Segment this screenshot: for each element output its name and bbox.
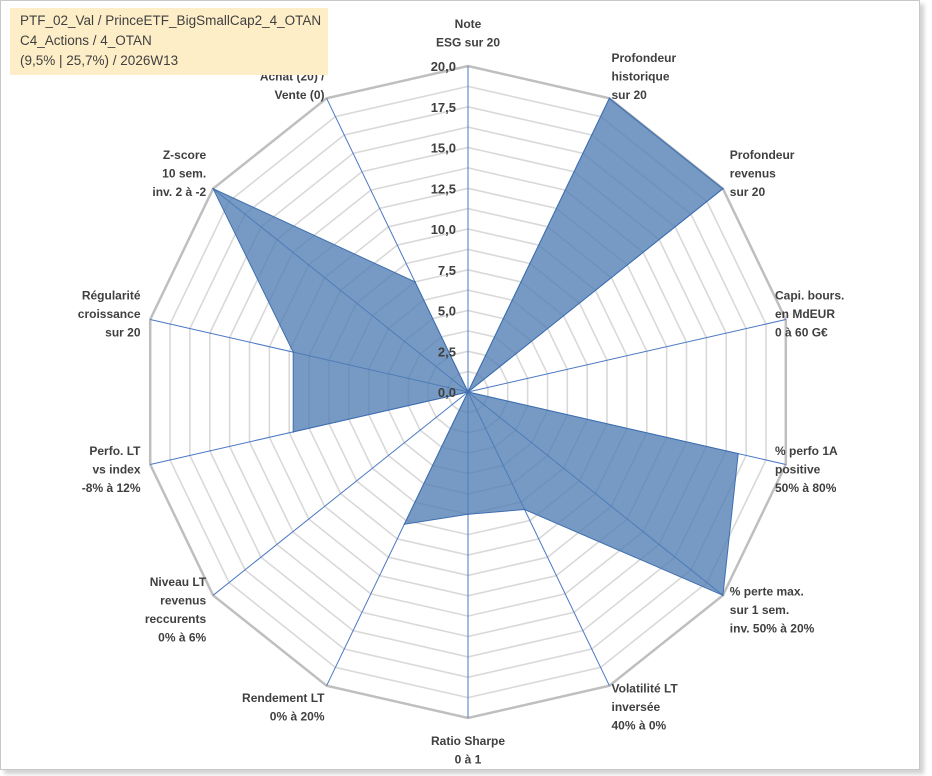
radar-tick-labels: 0,0 2,5 5,0 7,5 10,0 12,5 15,0 17,5 20,0	[431, 59, 456, 400]
axis-label-line: ESG sur 20	[436, 36, 500, 50]
axis-label-line: historique	[612, 69, 670, 83]
axis-label-line: 10 sem.	[162, 167, 206, 181]
series-point	[414, 281, 416, 283]
axis-label: Capi. bours. en MdEUR 0 à 60 G€	[775, 288, 844, 339]
tick-label: 5,0	[438, 304, 456, 319]
tick-label: 12,5	[431, 181, 456, 196]
axis-label-line: % perfo 1A	[775, 444, 838, 458]
tick-label: 20,0	[431, 59, 456, 74]
axis-label-line: inv. 50% à 20%	[730, 622, 815, 636]
axis-label-line: inv. 2 à -2	[152, 185, 206, 199]
tick-label: 2,5	[438, 344, 456, 359]
axis-label-line: revenus	[730, 167, 776, 181]
axis-label: Z-score 10 sem. inv. 2 à -2	[152, 148, 206, 199]
axis-label-line: Volatilité LT	[612, 682, 679, 696]
axis-spoke	[212, 391, 469, 596]
axis-label: Profondeur revenus sur 20	[730, 148, 795, 199]
radar-axis-labels: Note ESG sur 20 Profondeur historique sur 20…	[78, 17, 845, 767]
axis-label-line: Régularité	[82, 288, 141, 302]
axis-label: Volatilité LT inversée 40% à 0%	[612, 682, 679, 733]
series-point	[467, 391, 469, 393]
axis-label-line: sur 1 sem.	[730, 603, 789, 617]
axis-label-line: Perfo. LT	[89, 444, 141, 458]
tick-label: 17,5	[431, 100, 456, 115]
axis-label-line: Profondeur	[730, 148, 795, 162]
title-line-stats: (9,5% | 25,7%) / 2026W13	[20, 53, 179, 68]
axis-label-line: 0 à 60 G€	[775, 325, 828, 339]
axis-label-line: sur 20	[730, 185, 766, 199]
axis-label: Ratio Sharpe 0 à 1	[431, 734, 505, 767]
axis-label-line: Capi. bours.	[775, 288, 844, 302]
axis-label-line: Vente (0)	[274, 88, 324, 102]
axis-label: Note ESG sur 20	[436, 17, 500, 50]
title-line-portfolio: PTF_02_Val / PrinceETF_BigSmallCap2_4_OT…	[20, 13, 322, 28]
axis-label-line: positive	[775, 463, 821, 477]
axis-spoke	[467, 319, 786, 393]
axis-label: Régularité croissance sur 20	[78, 288, 141, 339]
axis-label-line: Note	[455, 17, 482, 31]
series-point	[722, 187, 724, 190]
axis-label-line: croissance	[78, 307, 141, 321]
title-line-category: C4_Actions / 4_OTAN	[20, 33, 152, 48]
axis-label-line: Z-score	[163, 148, 207, 162]
axis-label: % perfo 1A positive 50% à 80%	[775, 444, 838, 495]
axis-label-line: 50% à 80%	[775, 481, 837, 495]
tick-label: 10,0	[431, 222, 456, 237]
series-point	[292, 431, 295, 433]
series-point	[523, 508, 526, 511]
axis-label-line: Profondeur	[612, 51, 677, 65]
axis-label-line: Ratio Sharpe	[431, 734, 505, 748]
axis-label-line: 0 à 1	[455, 753, 482, 767]
axis-label: % perte max. sur 1 sem. inv. 50% à 20%	[730, 585, 815, 636]
axis-label-line: inversée	[612, 700, 661, 714]
axis-label-line: -8% à 12%	[82, 481, 141, 495]
series-point	[608, 97, 611, 100]
axis-label: Niveau LT revenus reccurents 0% à 6%	[145, 575, 207, 645]
radar-series	[212, 97, 739, 597]
chart-title-box: PTF_02_Val / PrinceETF_BigSmallCap2_4_OT…	[10, 8, 328, 75]
series-point	[722, 594, 724, 597]
series-point	[737, 452, 739, 455]
axis-label: Profondeur historique sur 20	[612, 51, 677, 102]
axis-label-line: 0% à 6%	[158, 631, 206, 645]
axis-label: Rendement LT 0% à 20%	[242, 691, 325, 724]
axis-label-line: vs index	[92, 463, 140, 477]
axis-label-line: Niveau LT	[150, 575, 207, 589]
axis-label-line: reccurents	[145, 612, 207, 626]
tick-label: 0,0	[438, 385, 456, 400]
series-point	[292, 351, 295, 353]
axis-label: Perfo. LT vs index -8% à 12%	[82, 444, 141, 495]
axis-label-line: sur 20	[105, 325, 141, 339]
axis-label-line: 40% à 0%	[612, 719, 667, 733]
axis-label-line: % perte max.	[730, 585, 804, 599]
axis-label-line: 0% à 20%	[270, 709, 325, 723]
axis-label-line: en MdEUR	[775, 307, 835, 321]
series-point	[403, 523, 406, 525]
series-area	[212, 97, 739, 597]
series-point	[212, 187, 214, 190]
axis-label-line: revenus	[160, 594, 206, 608]
axis-label-line: sur 20	[612, 88, 648, 102]
axis-label-line: Rendement LT	[242, 691, 325, 705]
series-point	[467, 513, 469, 516]
tick-label: 7,5	[438, 263, 456, 278]
tick-label: 15,0	[431, 141, 456, 156]
